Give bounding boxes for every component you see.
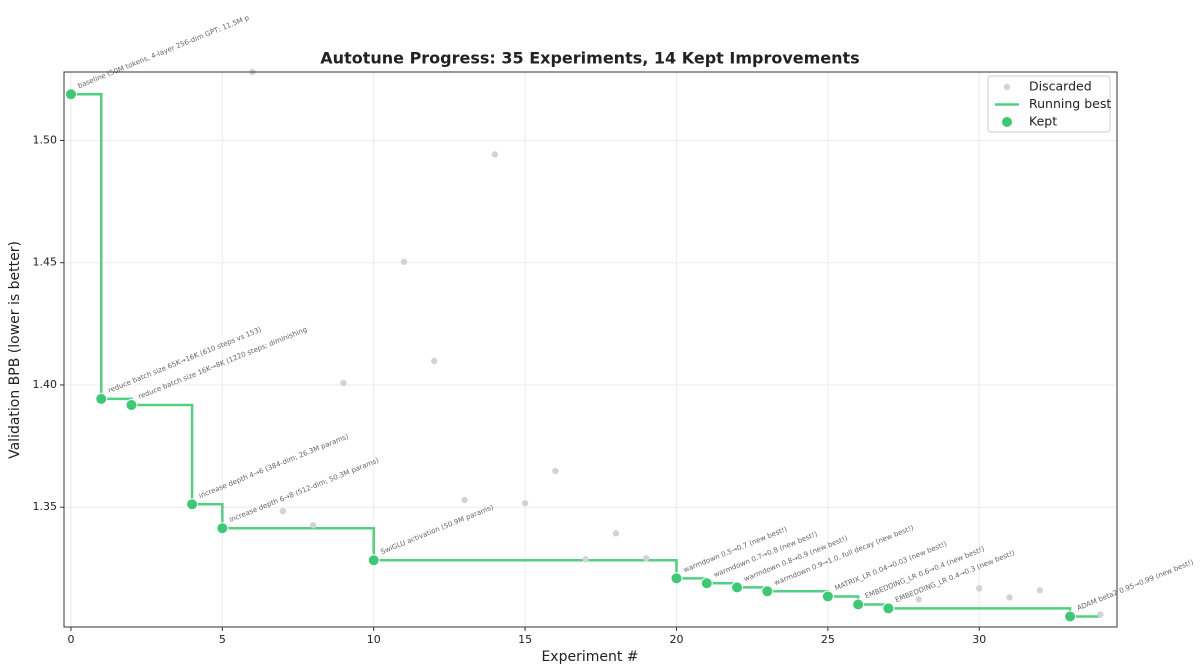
- discarded-point: [521, 500, 529, 507]
- chart-title: Autotune Progress: 35 Experiments, 14 Ke…: [320, 49, 859, 68]
- y-axis-label: Validation BPB (lower is better): [7, 241, 23, 459]
- discarded-point: [1036, 587, 1043, 594]
- annotation: SwiGLU activation (50.9M params): [379, 503, 494, 556]
- kept-point: [64, 88, 77, 101]
- kept-point: [95, 392, 108, 405]
- kept-point: [1064, 610, 1077, 623]
- discarded-point: [915, 596, 922, 603]
- y-tick-label: 1.40: [33, 378, 58, 391]
- x-tick-label: 0: [67, 633, 74, 646]
- discarded-point: [643, 555, 650, 562]
- x-tick-label: 10: [367, 633, 381, 646]
- annotation: increase depth 6→8 (512-dim; 50.3M param…: [228, 456, 380, 524]
- kept-point: [125, 399, 138, 411]
- plot-frame: [63, 71, 1118, 628]
- kept-point: [731, 581, 744, 594]
- discarded-point: [309, 522, 317, 529]
- y-tick-label: 1.45: [33, 256, 58, 269]
- x-axis-label: Experiment #: [541, 649, 638, 665]
- discarded-point: [582, 556, 589, 563]
- kept-point: [670, 572, 683, 585]
- legend-swatch: [1002, 117, 1012, 127]
- discarded-point: [1097, 611, 1104, 618]
- kept-point: [367, 554, 380, 567]
- kept-point: [852, 598, 865, 611]
- annotation: baseline (50M tokens, 4-layer 256-dim GP…: [77, 14, 251, 91]
- kept-point: [216, 522, 229, 535]
- discarded-point: [431, 357, 438, 365]
- x-tick-label: 15: [518, 633, 532, 646]
- discarded-point: [1006, 594, 1013, 601]
- kept-point: [700, 577, 713, 590]
- x-tick-label: 5: [219, 633, 226, 646]
- legend-box: [987, 75, 1111, 133]
- kept-point: [821, 590, 834, 603]
- kept-point: [882, 602, 895, 615]
- x-tick-label: 20: [669, 633, 683, 646]
- x-tick-label: 30: [972, 633, 986, 646]
- kept-point: [761, 585, 774, 598]
- kept-point: [186, 498, 199, 511]
- running-best-line: [70, 92, 1101, 618]
- legend-label: Running best: [1029, 96, 1111, 111]
- discarded-point: [976, 585, 983, 592]
- x-tick-label: 25: [821, 633, 835, 646]
- legend-swatch: [1003, 83, 1011, 91]
- y-tick-label: 1.35: [33, 500, 58, 513]
- discarded-point: [279, 507, 287, 515]
- annotation: increase depth 4→6 (384-dim; 26.3M param…: [198, 432, 350, 500]
- annotation: ADAM beta2 0.95→0.99 (new best!): [1076, 558, 1195, 612]
- discarded-point: [400, 258, 408, 265]
- discarded-point: [340, 379, 347, 387]
- discarded-point: [552, 467, 559, 475]
- legend-label: Discarded: [1029, 79, 1092, 94]
- discarded-point: [491, 151, 499, 158]
- discarded-point: [612, 530, 620, 537]
- y-tick-label: 1.50: [33, 133, 58, 146]
- legend-label: Kept: [1029, 114, 1057, 129]
- discarded-point: [461, 496, 468, 504]
